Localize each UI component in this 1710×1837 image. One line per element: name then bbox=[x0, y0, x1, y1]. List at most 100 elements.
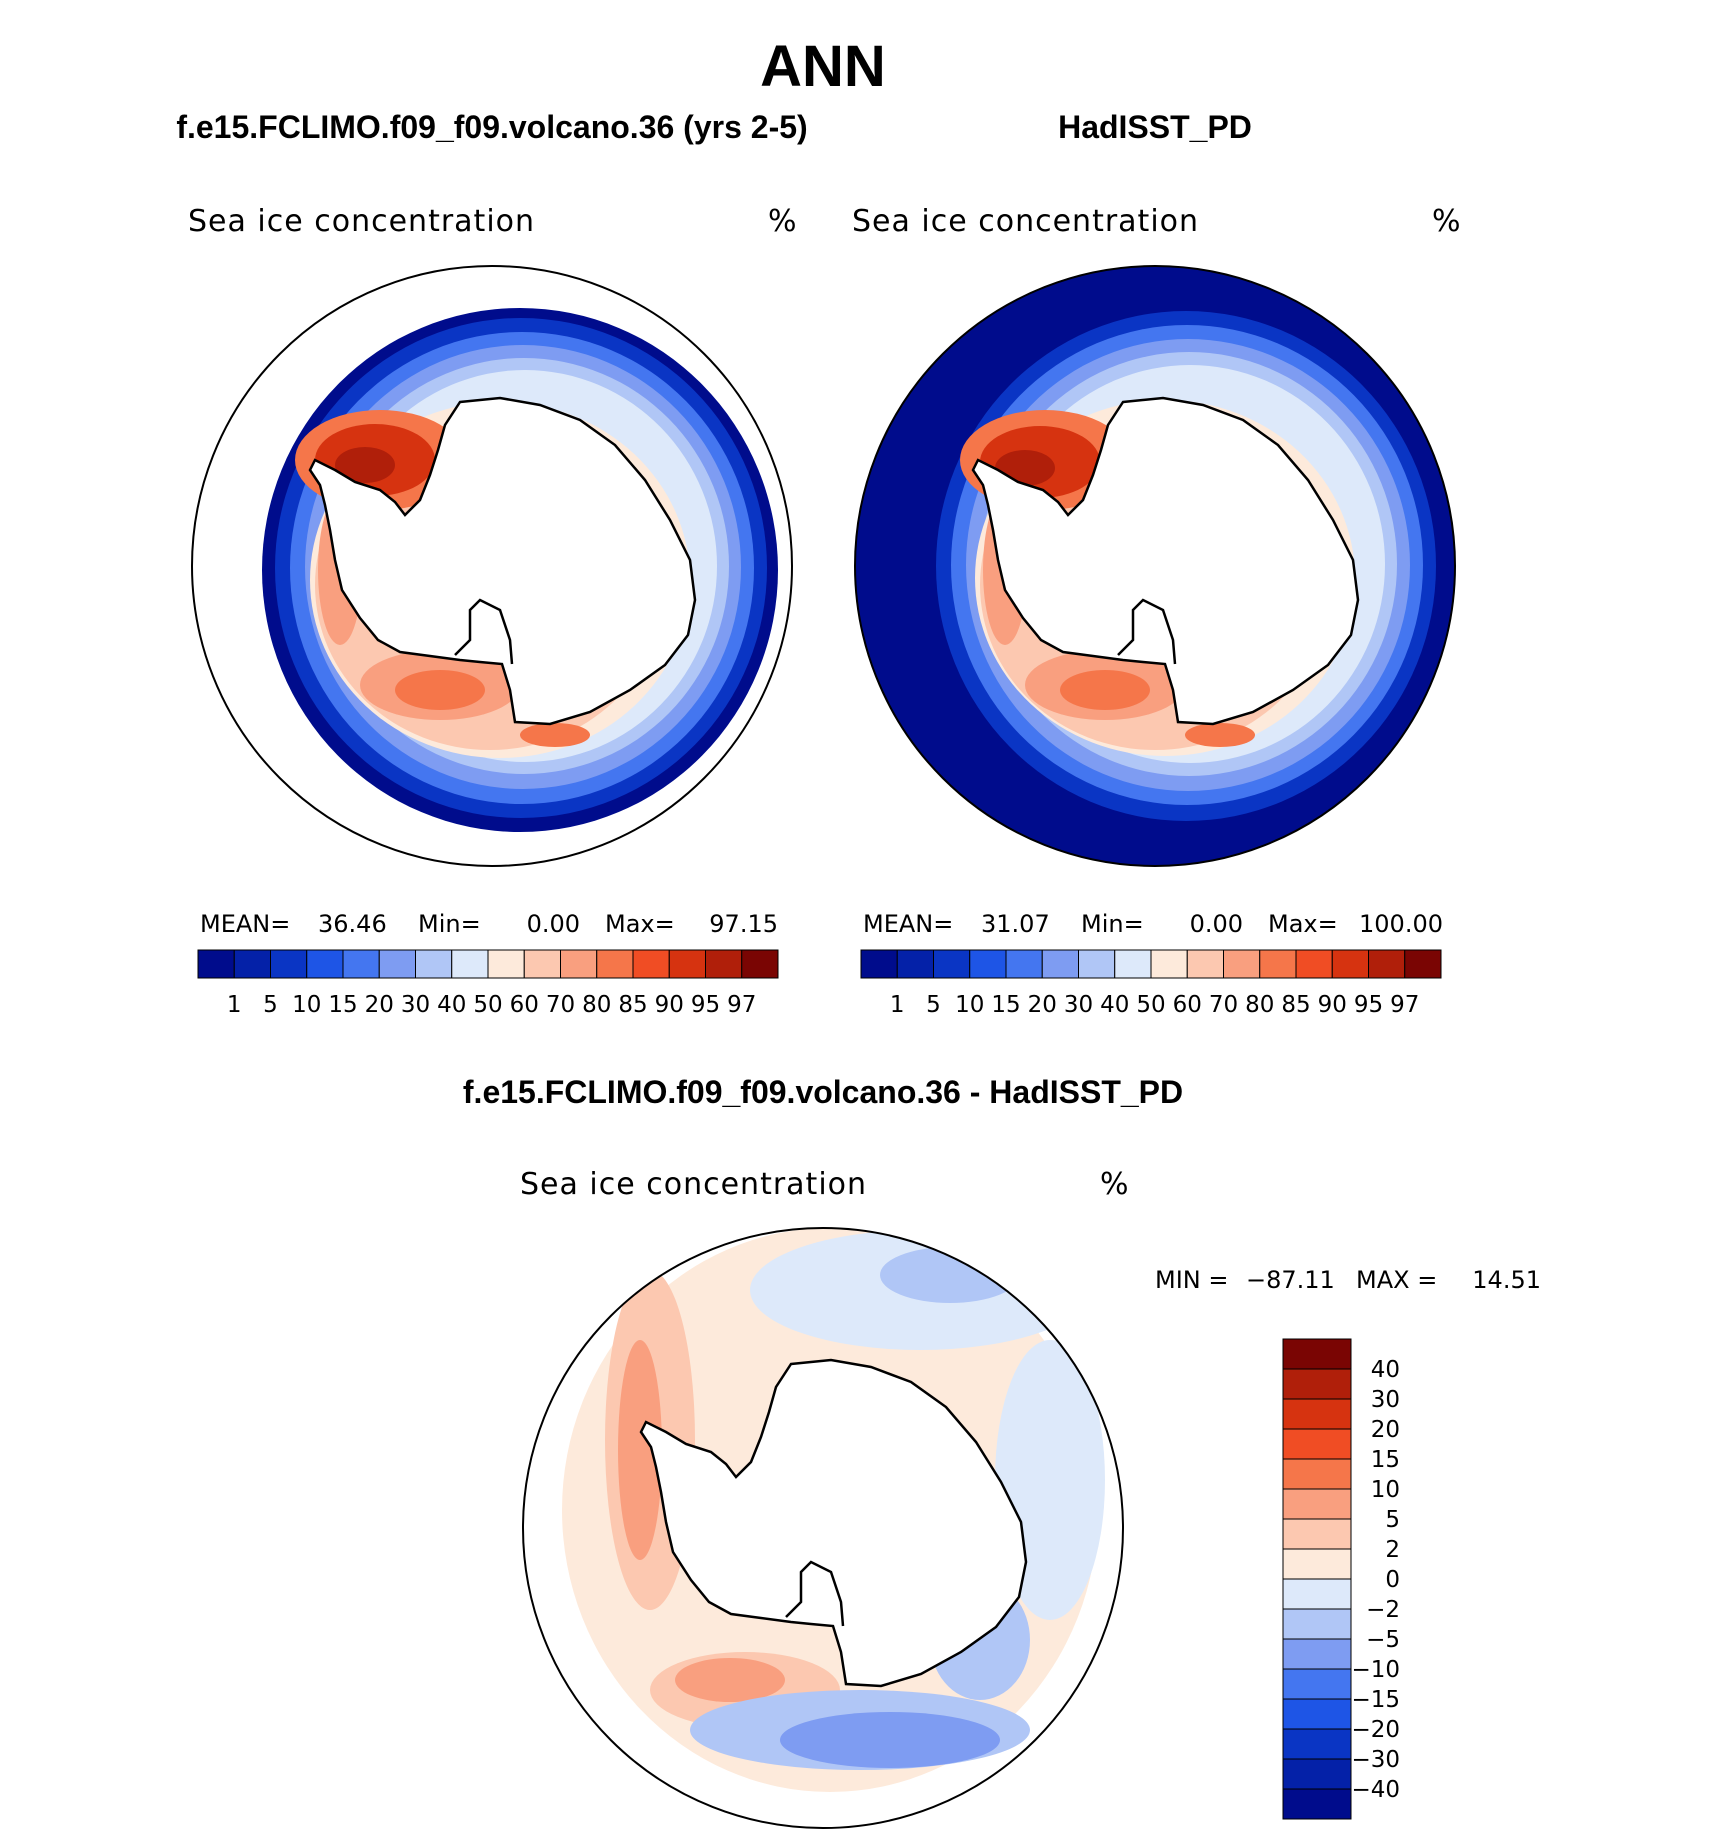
diff-stats: MIN = −87.11 MAX = 14.51 bbox=[1155, 1266, 1541, 1294]
right-colorbar-cell bbox=[1223, 949, 1261, 979]
right-colorbar-tick-label: 90 bbox=[1318, 992, 1347, 1018]
diff-max-value: 14.51 bbox=[1472, 1266, 1541, 1294]
diff-colorbar-tick-label: 40 bbox=[1371, 1357, 1400, 1383]
left-ross-ice-shelf bbox=[454, 598, 514, 665]
left-colorbar-cell bbox=[306, 949, 344, 979]
left-colorbar-cell bbox=[415, 949, 453, 979]
diff-colorbar-cell bbox=[1282, 1728, 1352, 1760]
right-colorbar-tick-label: 60 bbox=[1173, 992, 1202, 1018]
diff-ross-ice-shelf bbox=[785, 1560, 845, 1627]
right-colorbar-cell bbox=[896, 949, 934, 979]
diff-colorbar-cell bbox=[1282, 1668, 1352, 1700]
left-colorbar-cell bbox=[378, 949, 416, 979]
diff-colorbar-cell bbox=[1282, 1488, 1352, 1520]
left-colorbar-cell bbox=[523, 949, 561, 979]
diff-antarctica bbox=[639, 1358, 1028, 1688]
right-colorbar-cell bbox=[1404, 949, 1442, 979]
left-colorbar-tick-label: 40 bbox=[437, 992, 466, 1018]
right-colorbar-cell bbox=[1259, 949, 1297, 979]
left-colorbar-tick-label: 5 bbox=[263, 992, 278, 1018]
left-colorbar-cell bbox=[741, 949, 779, 979]
left-colorbar-tick-label: 80 bbox=[582, 992, 611, 1018]
diff-colorbar-cell bbox=[1282, 1638, 1352, 1670]
right-colorbar-tick-label: 15 bbox=[991, 992, 1020, 1018]
left-colorbar-cell bbox=[270, 949, 308, 979]
diff-colorbar-cell bbox=[1282, 1548, 1352, 1580]
left-colorbar-tick-label: 15 bbox=[328, 992, 357, 1018]
diff-colorbar-cell bbox=[1282, 1458, 1352, 1490]
diff-colorbar-tick-label: −10 bbox=[1351, 1657, 1400, 1683]
left-colorbar-tick-label: 70 bbox=[546, 992, 575, 1018]
left-field-label: Sea ice concentration bbox=[188, 204, 535, 239]
left-colorbar-cell bbox=[560, 949, 598, 979]
diff-colorbar-tick-label: −20 bbox=[1351, 1717, 1400, 1743]
left-panel-title: f.e15.FCLIMO.f09_f09.volcano.36 (yrs 2-5… bbox=[176, 109, 807, 145]
right-mean-label: MEAN= bbox=[863, 910, 953, 938]
diff-field-label: Sea ice concentration bbox=[520, 1167, 867, 1202]
diff-colorbar-tick-label: −15 bbox=[1351, 1687, 1400, 1713]
left-colorbar-cell bbox=[451, 949, 489, 979]
right-colorbar-tick-label: 97 bbox=[1390, 992, 1419, 1018]
left-colorbar-tick-label: 85 bbox=[618, 992, 647, 1018]
left-colorbar-tick-label: 10 bbox=[292, 992, 321, 1018]
left-colorbar-cell bbox=[632, 949, 670, 979]
diff-colorbar-tick-label: 5 bbox=[1385, 1507, 1400, 1533]
diff-colorbar-cell bbox=[1282, 1758, 1352, 1790]
diff-colorbar-tick-label: 10 bbox=[1371, 1477, 1400, 1503]
left-colorbar-cell bbox=[342, 949, 380, 979]
diff-map-boundary bbox=[522, 1227, 1124, 1829]
left-colorbar-tick-label: 97 bbox=[727, 992, 756, 1018]
diff-colorbar-tick-label: 15 bbox=[1371, 1447, 1400, 1473]
diff-colorbar-cell bbox=[1282, 1518, 1352, 1550]
diff-colorbar-cell bbox=[1282, 1608, 1352, 1640]
right-colorbar-cell bbox=[1078, 949, 1116, 979]
right-max-label: Max= bbox=[1268, 910, 1338, 938]
diff-max-label: MAX = bbox=[1356, 1266, 1437, 1294]
left-colorbar-cell bbox=[596, 949, 634, 979]
left-stats: MEAN= 36.46 Min= 0.00 Max= 97.15 bbox=[200, 910, 778, 938]
right-colorbar-tick-label: 85 bbox=[1281, 992, 1310, 1018]
left-colorbar-tick-label: 60 bbox=[510, 992, 539, 1018]
left-colorbar-tick-label: 90 bbox=[655, 992, 684, 1018]
right-units-label: % bbox=[1432, 204, 1462, 239]
diff-panel-title: f.e15.FCLIMO.f09_f09.volcano.36 - HadISS… bbox=[463, 1074, 1183, 1110]
right-colorbar-cell bbox=[860, 949, 898, 979]
right-colorbar-cell bbox=[1331, 949, 1369, 979]
left-polar-map bbox=[191, 265, 793, 867]
right-colorbar-cell bbox=[933, 949, 971, 979]
left-mean-label: MEAN= bbox=[200, 910, 290, 938]
left-colorbar-cell bbox=[197, 949, 235, 979]
left-colorbar-tick-label: 1 bbox=[227, 992, 242, 1018]
diff-units-label: % bbox=[1100, 1167, 1130, 1202]
left-colorbar-tick-label: 50 bbox=[473, 992, 502, 1018]
right-colorbar-cell bbox=[1150, 949, 1188, 979]
diff-min-label: MIN = bbox=[1155, 1266, 1228, 1294]
right-max-value: 100.00 bbox=[1359, 910, 1443, 938]
right-colorbar-cell bbox=[1005, 949, 1043, 979]
diff-colorbar-tick-label: −2 bbox=[1366, 1597, 1400, 1623]
left-max-value: 97.15 bbox=[709, 910, 778, 938]
diff-colorbar-cell bbox=[1282, 1368, 1352, 1400]
diff-colorbar-cell bbox=[1282, 1428, 1352, 1460]
right-colorbar-cell bbox=[1295, 949, 1333, 979]
diff-colorbar-tick-label: −30 bbox=[1351, 1747, 1400, 1773]
diff-colorbar-cell bbox=[1282, 1698, 1352, 1730]
right-colorbar-cell bbox=[1368, 949, 1406, 979]
right-colorbar-tick-label: 80 bbox=[1245, 992, 1274, 1018]
left-max-label: Max= bbox=[605, 910, 675, 938]
diff-colorbar-tick-label: −5 bbox=[1366, 1627, 1400, 1653]
diff-colorbar-tick-label: 2 bbox=[1385, 1537, 1400, 1563]
right-map-boundary bbox=[854, 265, 1456, 867]
right-colorbar-tick-label: 50 bbox=[1136, 992, 1165, 1018]
left-colorbar-tick-label: 20 bbox=[365, 992, 394, 1018]
left-colorbar-cell bbox=[487, 949, 525, 979]
diff-colorbar-cell bbox=[1282, 1578, 1352, 1610]
left-map-boundary bbox=[191, 265, 793, 867]
left-units-label: % bbox=[768, 204, 798, 239]
diff-colorbar-cell bbox=[1282, 1398, 1352, 1430]
diff-colorbar-cell bbox=[1282, 1788, 1352, 1820]
diff-colorbar-cell bbox=[1282, 1338, 1352, 1370]
left-colorbar-tick-label: 30 bbox=[401, 992, 430, 1018]
